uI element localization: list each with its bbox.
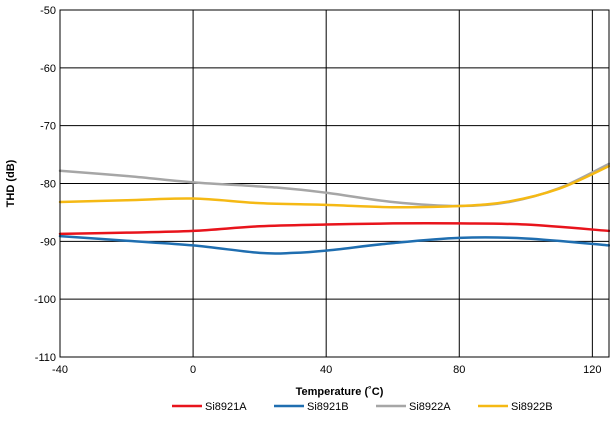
y-tick-label: -70 [40,121,56,133]
y-tick-label: -100 [34,294,56,306]
legend: Si8921A Si8921B Si8922A Si8922B [172,401,553,413]
x-tick-label: 0 [190,364,196,376]
y-tick-label: -60 [40,63,56,75]
x-tick-label: 40 [320,364,332,376]
x-tick-label: -40 [52,364,68,376]
x-axis-title: Temperature (˚C) [296,386,384,398]
y-tick-labels: -110 -100 -90 -80 -70 -60 -50 [34,5,56,364]
x-tick-label: 120 [583,364,601,376]
y-tick-label: -90 [40,236,56,248]
y-tick-label: -110 [35,352,56,364]
x-tick-label: 80 [453,364,465,376]
y-tick-label: -50 [40,5,56,17]
y-tick-label: -80 [40,179,56,191]
gridlines [59,9,609,358]
legend-label-si8922b: Si8922B [511,401,553,413]
series-lines [58,162,610,255]
y-axis-title: THD (dB) [5,159,17,207]
plot-area-frame [59,9,610,358]
legend-label-si8921a: Si8921A [205,401,247,413]
series-line-si8921b [58,234,610,255]
series-line-si8922b [58,164,610,209]
legend-label-si8921b: Si8921B [307,401,349,413]
x-tick-labels: -40 0 40 80 120 [52,364,601,376]
legend-label-si8922a: Si8922A [409,401,451,413]
series-line-si8921a [58,222,610,236]
